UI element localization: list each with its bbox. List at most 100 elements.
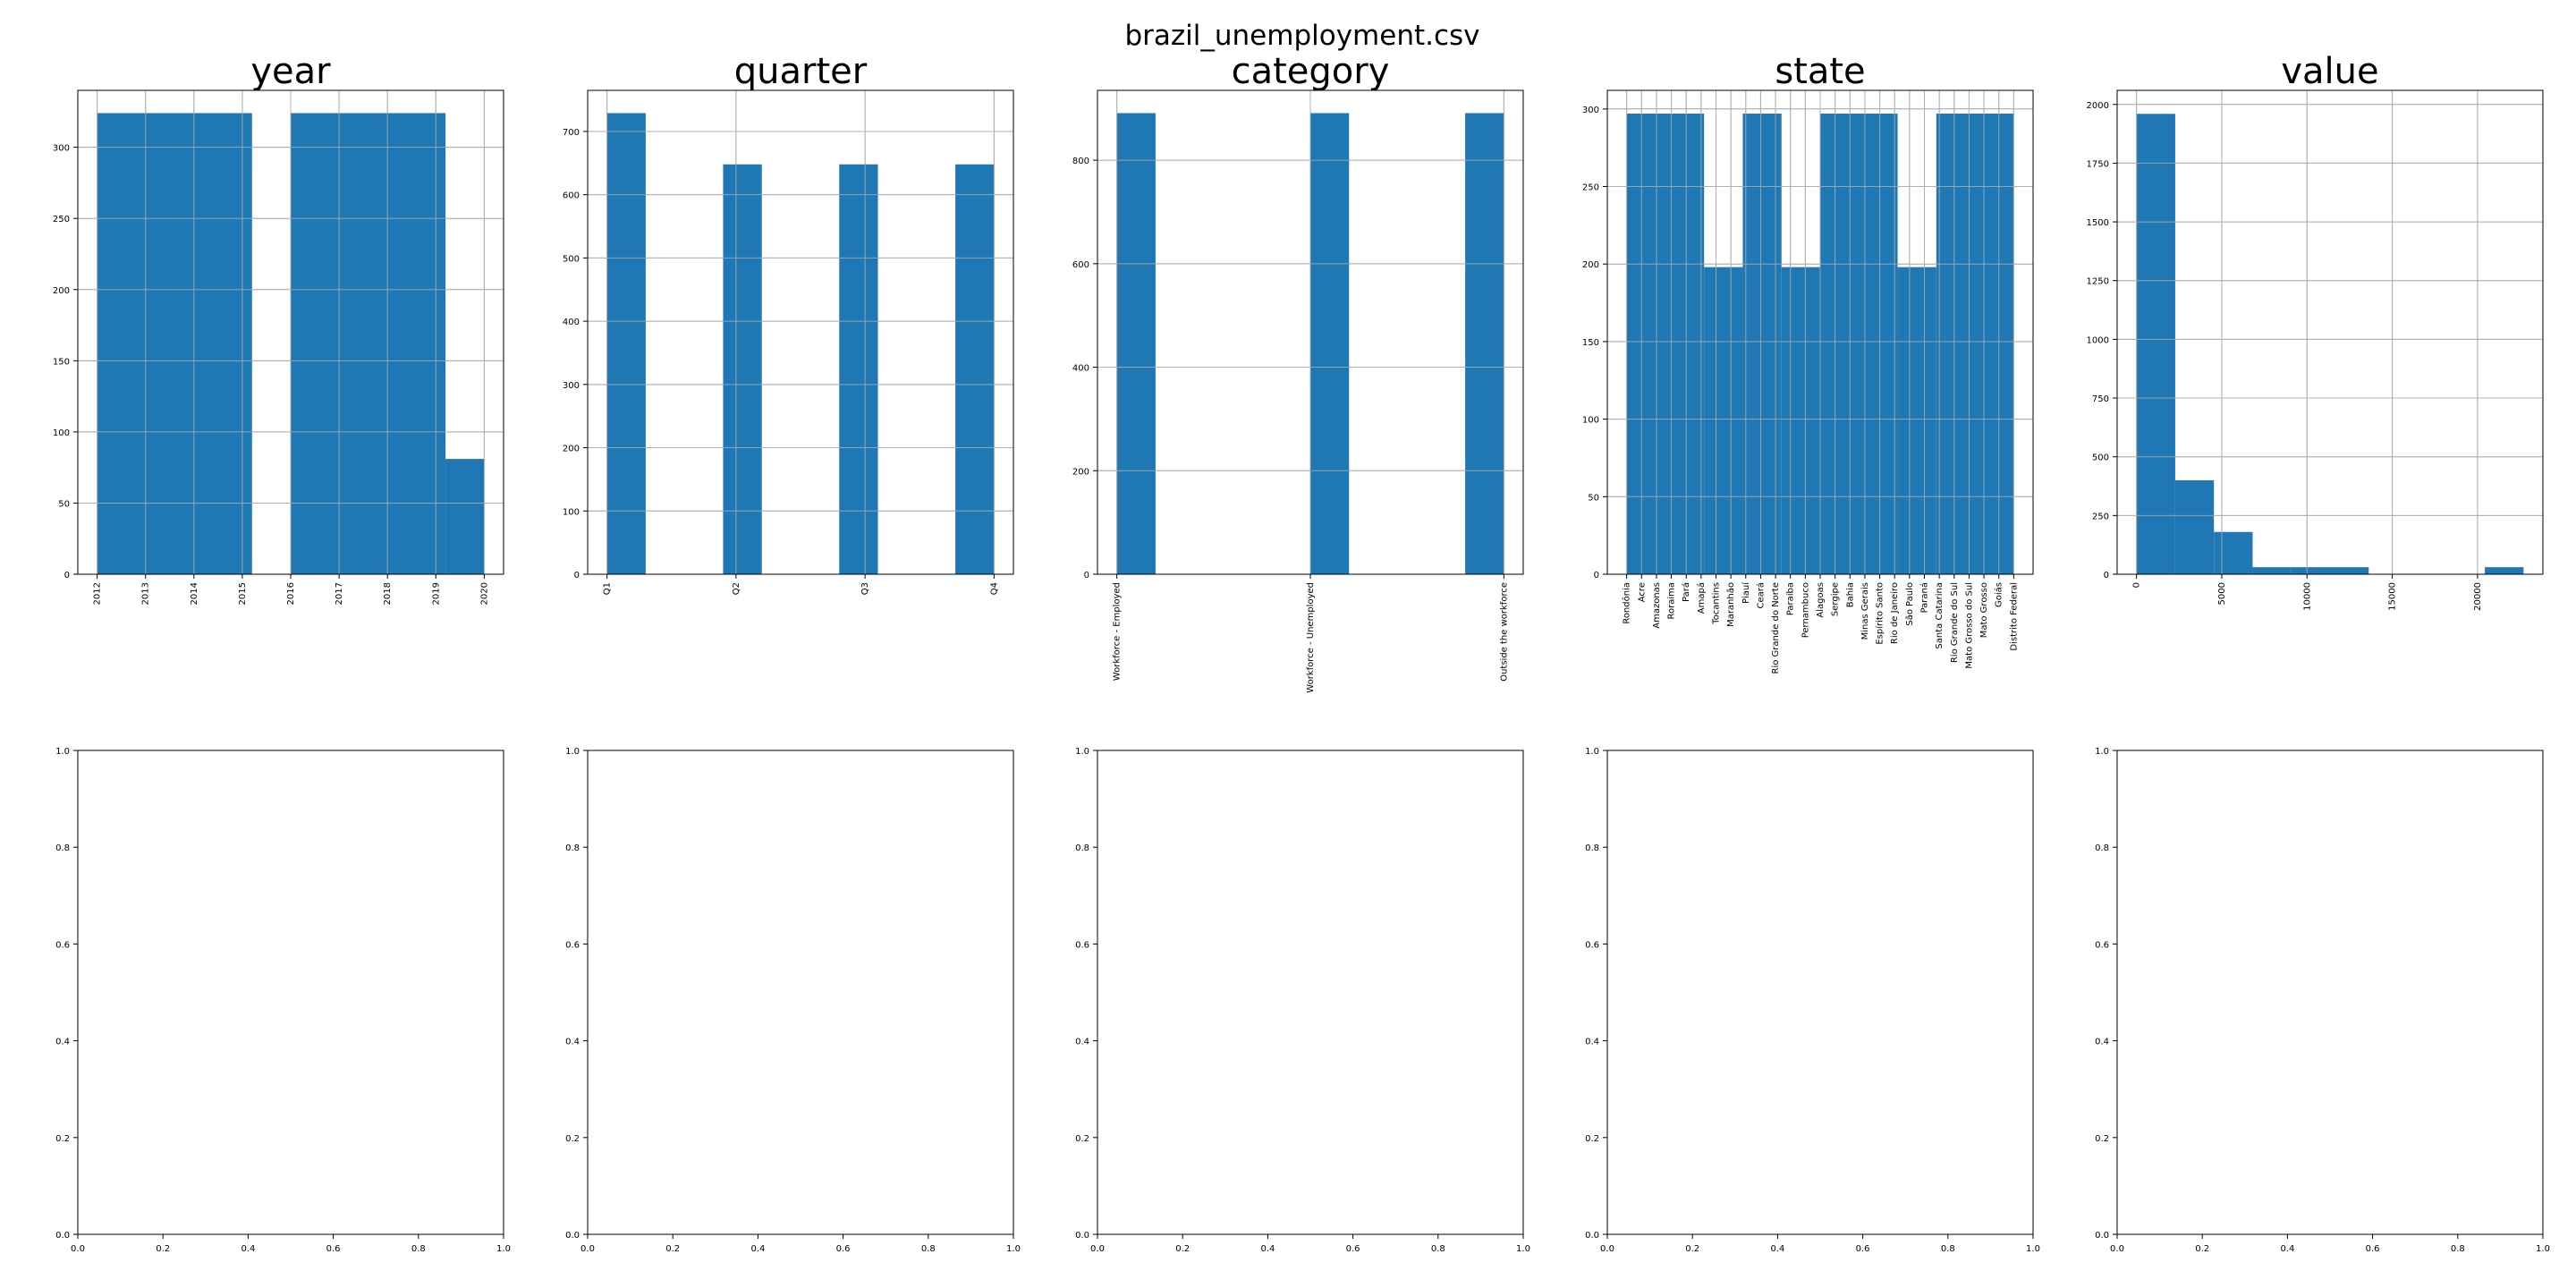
axes-frame — [1606, 750, 2034, 1235]
x-tick-label: 0.0 — [2110, 1244, 2124, 1254]
y-tick-label: 100 — [53, 428, 70, 438]
x-tick-label: Acre — [1637, 582, 1647, 602]
histogram-bar — [2252, 567, 2292, 574]
y-tick-label: 250 — [1582, 183, 1599, 193]
y-tick-label: 1500 — [2087, 218, 2109, 228]
histogram-bar — [445, 459, 485, 574]
x-tick-label: Workforce - Employed — [1113, 582, 1123, 681]
x-tick-label: 0.0 — [71, 1244, 85, 1254]
x-tick-label: 0.6 — [2366, 1244, 2380, 1254]
y-tick-label: 0.6 — [565, 940, 580, 950]
x-tick-label: Mato Grosso do Sul — [1964, 582, 1974, 669]
y-tick-label: 200 — [1582, 260, 1599, 270]
y-tick-label: 500 — [563, 254, 580, 264]
y-tick-label: 0.2 — [2095, 1134, 2109, 1144]
histogram-bar — [955, 164, 995, 574]
histogram-bar — [1310, 113, 1350, 575]
x-tick-label: 0.4 — [1770, 1244, 1784, 1254]
subplot-category: category 0 200 400 600 800 Workforce - Employe… — [1072, 51, 1524, 693]
axes-frame — [2116, 750, 2544, 1235]
histogram-bar — [723, 164, 762, 574]
x-tick-label: 2016 — [286, 582, 296, 605]
y-tick-label: 0.2 — [1075, 1134, 1089, 1144]
y-tick-label: 1000 — [2087, 335, 2109, 345]
histogram-bar — [1626, 114, 1705, 574]
x-tick-label: Minas Gerais — [1860, 582, 1870, 640]
x-tick-label: Pará — [1681, 582, 1691, 602]
histogram-bar — [291, 113, 446, 575]
x-tick-label: 20000 — [2473, 582, 2483, 611]
x-tick-label: Distrito Federal — [2009, 582, 2019, 651]
y-tick-label: 600 — [563, 191, 580, 201]
y-tick-label: 0.0 — [2095, 1231, 2109, 1241]
x-tick-label: 2020 — [479, 582, 489, 605]
x-tick-label: 0.6 — [1856, 1244, 1870, 1254]
x-tick-label: 0.2 — [665, 1244, 680, 1254]
x-tick-label: 0 — [2132, 582, 2142, 588]
y-tick-label: 0.6 — [1075, 940, 1089, 950]
y-tick-label: 100 — [1582, 416, 1599, 426]
y-tick-label: 0 — [64, 571, 70, 580]
x-tick-label: Rondônia — [1622, 582, 1632, 624]
y-tick-label: 500 — [2092, 453, 2109, 463]
histogram-bar — [2291, 567, 2330, 574]
x-tick-label: 1.0 — [1516, 1244, 1530, 1254]
x-tick-label: Roraima — [1667, 582, 1677, 620]
y-tick-label: 1.0 — [565, 747, 580, 757]
axes-frame — [2116, 89, 2544, 575]
histogram-bar — [1897, 267, 1936, 574]
histogram-bar — [1781, 267, 1820, 574]
y-tick-label: 1.0 — [55, 747, 70, 757]
y-tick-label: 2000 — [2087, 101, 2109, 111]
x-tick-label: Amapá — [1696, 582, 1707, 614]
x-tick-label: Piauí — [1741, 581, 1751, 604]
x-tick-label: 0.6 — [1346, 1244, 1360, 1254]
histogram-bar — [1465, 113, 1504, 575]
empty-subplot-4: 0.00.0 0.2 0.2 0.4 0.4 0.6 0.6 0.8 0.8 1.0 1.0 — [1585, 747, 2040, 1254]
y-tick-label: 0.0 — [1585, 1231, 1599, 1241]
y-tick-label: 0.4 — [1585, 1038, 1599, 1047]
x-tick-label: 0.0 — [1090, 1244, 1105, 1254]
x-tick-label: Pernambuco — [1801, 582, 1810, 638]
x-tick-label: 0.8 — [1431, 1244, 1445, 1254]
y-tick-label: 0 — [574, 571, 580, 580]
x-tick-label: Amazonas — [1652, 582, 1662, 629]
x-tick-label: 2014 — [190, 582, 199, 605]
y-tick-label: 0.0 — [1075, 1231, 1089, 1241]
y-tick-label: 400 — [1072, 364, 1089, 374]
y-tick-label: 750 — [2092, 394, 2109, 404]
histogram-bar — [2330, 567, 2369, 574]
histogram-bar — [2485, 567, 2524, 574]
y-tick-label: 0.2 — [1585, 1134, 1599, 1144]
x-tick-label: Tocantins — [1711, 582, 1721, 625]
x-tick-label: Rio Grande do Norte — [1771, 582, 1781, 674]
subplot-title: state — [1775, 51, 1865, 92]
x-tick-label: Maranhão — [1726, 582, 1736, 627]
x-tick-label: 0.2 — [156, 1244, 170, 1254]
y-tick-label: 0.2 — [55, 1134, 70, 1144]
x-tick-label: 0.6 — [326, 1244, 341, 1254]
y-tick-label: 0.8 — [1585, 843, 1599, 853]
y-tick-label: 200 — [563, 445, 580, 454]
x-tick-label: 0.8 — [411, 1244, 426, 1254]
x-tick-label: Rio de Janeiro — [1890, 582, 1900, 644]
y-tick-label: 0.8 — [565, 843, 580, 853]
x-tick-label: 0.4 — [241, 1244, 255, 1254]
x-tick-label: 0.2 — [2195, 1244, 2209, 1254]
y-tick-label: 800 — [1072, 157, 1089, 166]
y-tick-label: 300 — [53, 144, 70, 154]
x-tick-label: 0.8 — [2451, 1244, 2465, 1254]
x-tick-label: 0.0 — [1600, 1244, 1614, 1254]
x-tick-label: 0.4 — [750, 1244, 765, 1254]
x-tick-label: 1.0 — [496, 1244, 511, 1254]
y-tick-label: 0.4 — [565, 1038, 580, 1047]
y-tick-label: 250 — [2092, 512, 2109, 521]
axes-frame — [1097, 750, 1524, 1235]
x-tick-label: Q4 — [989, 582, 999, 595]
x-tick-label: 0.2 — [1175, 1244, 1190, 1254]
x-tick-label: 0.8 — [921, 1244, 936, 1254]
y-tick-label: 250 — [53, 215, 70, 225]
y-tick-label: 150 — [1582, 338, 1599, 348]
x-tick-label: Espírito Santo — [1875, 582, 1885, 645]
